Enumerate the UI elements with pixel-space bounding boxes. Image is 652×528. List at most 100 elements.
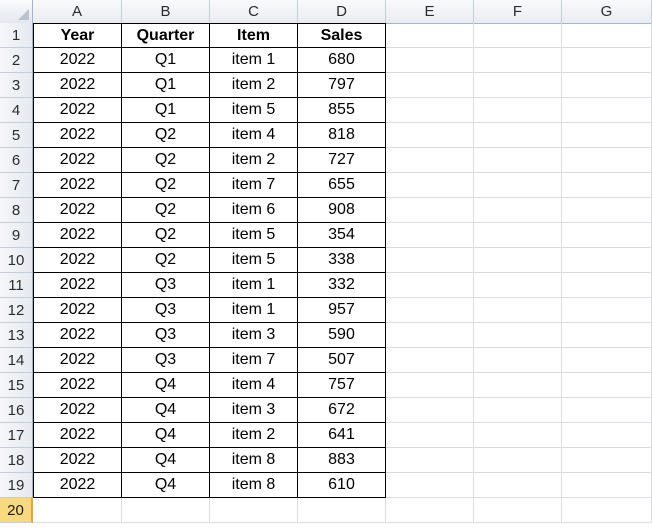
table-cell[interactable]: item 1 — [210, 298, 298, 323]
table-cell[interactable]: item 7 — [210, 348, 298, 373]
empty-cell[interactable] — [386, 98, 474, 123]
empty-cell[interactable] — [474, 448, 562, 473]
empty-cell[interactable] — [562, 123, 652, 148]
table-cell[interactable]: 2022 — [33, 373, 122, 398]
table-cell[interactable]: 2022 — [33, 398, 122, 423]
table-cell[interactable]: item 4 — [210, 123, 298, 148]
table-cell[interactable]: 908 — [298, 198, 386, 223]
empty-cell[interactable] — [562, 173, 652, 198]
table-cell[interactable]: item 5 — [210, 248, 298, 273]
table-cell[interactable]: 2022 — [33, 348, 122, 373]
table-cell[interactable]: 354 — [298, 223, 386, 248]
column-header-f[interactable]: F — [474, 0, 562, 23]
empty-cell[interactable] — [210, 498, 298, 523]
row-header-15[interactable]: 15 — [0, 373, 33, 398]
empty-cell[interactable] — [562, 148, 652, 173]
empty-cell[interactable] — [386, 323, 474, 348]
table-cell[interactable]: Q4 — [122, 473, 210, 498]
row-header-5[interactable]: 5 — [0, 123, 33, 148]
table-cell[interactable]: Q1 — [122, 73, 210, 98]
row-header-3[interactable]: 3 — [0, 73, 33, 98]
table-cell[interactable]: 2022 — [33, 473, 122, 498]
empty-cell[interactable] — [386, 173, 474, 198]
table-cell[interactable]: Q4 — [122, 423, 210, 448]
column-header-c[interactable]: C — [210, 0, 298, 23]
empty-cell[interactable] — [562, 23, 652, 48]
table-cell[interactable]: Q2 — [122, 223, 210, 248]
empty-cell[interactable] — [562, 498, 652, 523]
empty-cell[interactable] — [474, 498, 562, 523]
table-cell[interactable]: 610 — [298, 473, 386, 498]
empty-cell[interactable] — [386, 148, 474, 173]
table-cell[interactable]: 2022 — [33, 323, 122, 348]
table-cell[interactable]: Q2 — [122, 173, 210, 198]
row-header-20[interactable]: 20 — [0, 498, 33, 523]
empty-cell[interactable] — [474, 273, 562, 298]
table-cell[interactable]: 818 — [298, 123, 386, 148]
empty-cell[interactable] — [474, 73, 562, 98]
empty-cell[interactable] — [386, 448, 474, 473]
table-header-cell[interactable]: Year — [33, 23, 122, 48]
table-cell[interactable]: 641 — [298, 423, 386, 448]
table-cell[interactable]: 757 — [298, 373, 386, 398]
table-cell[interactable]: Q3 — [122, 348, 210, 373]
table-cell[interactable]: item 2 — [210, 73, 298, 98]
table-cell[interactable]: Q1 — [122, 98, 210, 123]
row-header-2[interactable]: 2 — [0, 48, 33, 73]
empty-cell[interactable] — [33, 498, 122, 523]
empty-cell[interactable] — [298, 498, 386, 523]
row-header-18[interactable]: 18 — [0, 448, 33, 473]
empty-cell[interactable] — [474, 23, 562, 48]
table-cell[interactable]: 2022 — [33, 448, 122, 473]
table-cell[interactable]: 332 — [298, 273, 386, 298]
empty-cell[interactable] — [562, 73, 652, 98]
table-cell[interactable]: item 7 — [210, 173, 298, 198]
table-cell[interactable]: 590 — [298, 323, 386, 348]
empty-cell[interactable] — [386, 398, 474, 423]
table-header-cell[interactable]: Sales — [298, 23, 386, 48]
table-cell[interactable]: item 5 — [210, 223, 298, 248]
empty-cell[interactable] — [562, 298, 652, 323]
empty-cell[interactable] — [474, 323, 562, 348]
table-cell[interactable]: 2022 — [33, 273, 122, 298]
table-cell[interactable]: item 2 — [210, 423, 298, 448]
empty-cell[interactable] — [474, 348, 562, 373]
row-header-17[interactable]: 17 — [0, 423, 33, 448]
empty-cell[interactable] — [122, 498, 210, 523]
empty-cell[interactable] — [562, 473, 652, 498]
row-header-8[interactable]: 8 — [0, 198, 33, 223]
table-cell[interactable]: 957 — [298, 298, 386, 323]
empty-cell[interactable] — [386, 473, 474, 498]
row-header-6[interactable]: 6 — [0, 148, 33, 173]
table-cell[interactable]: Q2 — [122, 123, 210, 148]
table-cell[interactable]: 2022 — [33, 298, 122, 323]
row-header-16[interactable]: 16 — [0, 398, 33, 423]
table-cell[interactable]: item 4 — [210, 373, 298, 398]
table-cell[interactable]: Q3 — [122, 273, 210, 298]
table-cell[interactable]: 727 — [298, 148, 386, 173]
empty-cell[interactable] — [474, 173, 562, 198]
column-header-d[interactable]: D — [298, 0, 386, 23]
empty-cell[interactable] — [474, 48, 562, 73]
table-cell[interactable]: Q1 — [122, 48, 210, 73]
table-cell[interactable]: item 8 — [210, 473, 298, 498]
empty-cell[interactable] — [474, 248, 562, 273]
row-header-13[interactable]: 13 — [0, 323, 33, 348]
table-cell[interactable]: Q2 — [122, 248, 210, 273]
table-header-cell[interactable]: Item — [210, 23, 298, 48]
row-header-7[interactable]: 7 — [0, 173, 33, 198]
empty-cell[interactable] — [562, 48, 652, 73]
empty-cell[interactable] — [474, 398, 562, 423]
table-cell[interactable]: 2022 — [33, 423, 122, 448]
empty-cell[interactable] — [474, 298, 562, 323]
empty-cell[interactable] — [386, 423, 474, 448]
table-header-cell[interactable]: Quarter — [122, 23, 210, 48]
table-cell[interactable]: Q2 — [122, 198, 210, 223]
table-cell[interactable]: 2022 — [33, 223, 122, 248]
empty-cell[interactable] — [474, 123, 562, 148]
empty-cell[interactable] — [474, 223, 562, 248]
empty-cell[interactable] — [562, 448, 652, 473]
column-header-a[interactable]: A — [33, 0, 122, 23]
table-cell[interactable]: 2022 — [33, 198, 122, 223]
table-cell[interactable]: 797 — [298, 73, 386, 98]
